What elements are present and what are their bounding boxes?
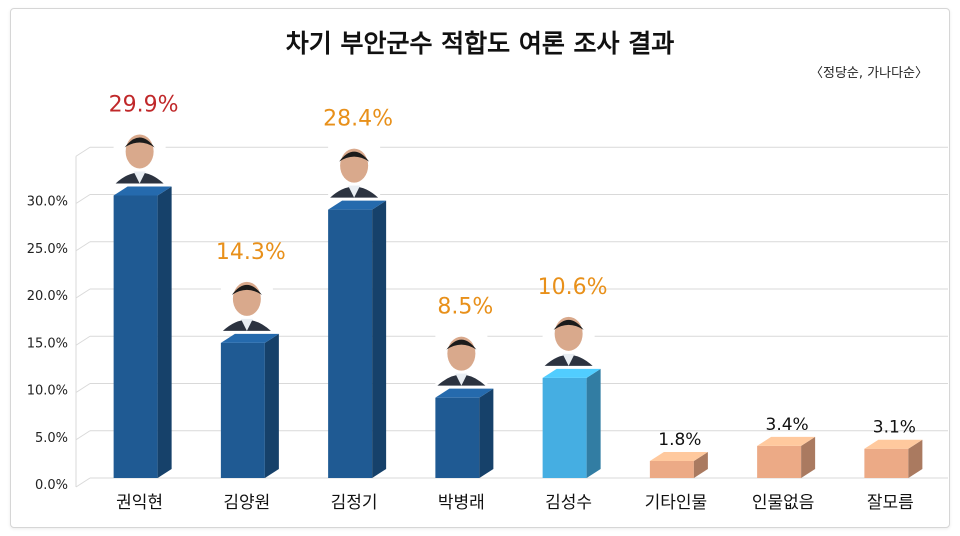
bar-top — [328, 200, 387, 210]
bar-front — [542, 377, 587, 478]
bar-side — [908, 439, 923, 478]
bar-front — [435, 397, 480, 478]
y-tick-label: 15.0% — [27, 336, 68, 351]
gridline-wall — [75, 146, 91, 157]
bar-top — [542, 368, 601, 378]
gridline-wall — [75, 430, 91, 441]
gridline-wall — [75, 383, 91, 393]
y-tick-label: 10.0% — [27, 384, 68, 399]
category-label: 김정기 — [331, 493, 378, 513]
bar-side — [479, 388, 494, 478]
bar-8 — [864, 439, 923, 478]
photo-shirt — [240, 318, 253, 331]
photo-shirt — [348, 185, 361, 198]
y-tick-label: 25.0% — [27, 242, 68, 257]
photo-hair — [124, 137, 155, 148]
bar-side — [157, 186, 172, 478]
chart-title: 차기 부안군수 적합도 여론 조사 결과 — [285, 29, 675, 58]
bar-front — [864, 448, 909, 478]
bar-1 — [113, 186, 172, 478]
value-label: 28.4% — [323, 107, 393, 132]
photo-shirt — [562, 353, 575, 366]
value-label: 8.5% — [437, 295, 493, 320]
bar-front — [328, 209, 373, 478]
y-tick-label: 5.0% — [35, 431, 68, 446]
y-tick-label: 0.0% — [35, 478, 68, 493]
value-label: 10.6% — [538, 275, 608, 300]
bar-front — [649, 460, 694, 478]
bar-front — [220, 342, 265, 478]
value-label: 1.8% — [658, 430, 701, 450]
bar-top — [220, 333, 279, 343]
value-label: 3.1% — [873, 418, 916, 438]
category-label: 인물없음 — [752, 493, 815, 513]
bar-4 — [435, 388, 494, 478]
candidate-photo — [328, 139, 381, 198]
bar-side — [693, 451, 708, 478]
gridlines — [75, 146, 948, 488]
bar-5 — [542, 368, 601, 478]
value-label: 14.3% — [216, 240, 286, 265]
bar-top — [757, 436, 816, 446]
photo-hair — [553, 319, 584, 330]
category-label: 박병래 — [438, 493, 485, 513]
category-label: 김양원 — [223, 493, 270, 513]
gridline-wall — [75, 477, 91, 488]
photo-hair — [446, 339, 477, 350]
bar-6 — [649, 451, 708, 478]
photo-shirt — [133, 171, 146, 184]
candidate-photo — [113, 125, 166, 184]
gridline-wall — [75, 335, 91, 346]
bar-top — [864, 439, 923, 449]
value-label: 29.9% — [109, 92, 179, 117]
candidate-photo — [220, 272, 273, 331]
bar-front — [757, 445, 802, 478]
y-tick-label: 30.0% — [27, 195, 68, 210]
bar-side — [264, 333, 279, 478]
bar-front — [113, 195, 158, 478]
candidate-photo — [542, 307, 595, 366]
photo-shirt — [455, 373, 468, 386]
gridline-wall — [75, 288, 91, 299]
bar-side — [801, 436, 816, 478]
photo-hair — [339, 151, 370, 162]
gridline-wall — [75, 194, 91, 204]
bar-side — [372, 200, 387, 478]
candidate-photo — [435, 327, 488, 386]
gridline-wall — [75, 241, 91, 252]
y-tick-label: 20.0% — [27, 289, 68, 304]
category-label: 김성수 — [545, 493, 592, 513]
photo-hair — [231, 284, 262, 295]
chart-subtitle: 〈정당순, 가나다순〉 — [810, 66, 928, 81]
category-label: 잘모름 — [867, 493, 914, 513]
bar-top — [113, 186, 172, 196]
category-label: 권익현 — [116, 493, 163, 513]
bar-3 — [328, 200, 387, 478]
bar-side — [586, 368, 601, 478]
category-label: 기타인물 — [645, 493, 708, 513]
bar-7 — [757, 436, 816, 478]
bar-2 — [220, 333, 279, 478]
bar-top — [435, 388, 494, 398]
value-label: 3.4% — [766, 415, 809, 435]
bar-top — [649, 451, 708, 461]
